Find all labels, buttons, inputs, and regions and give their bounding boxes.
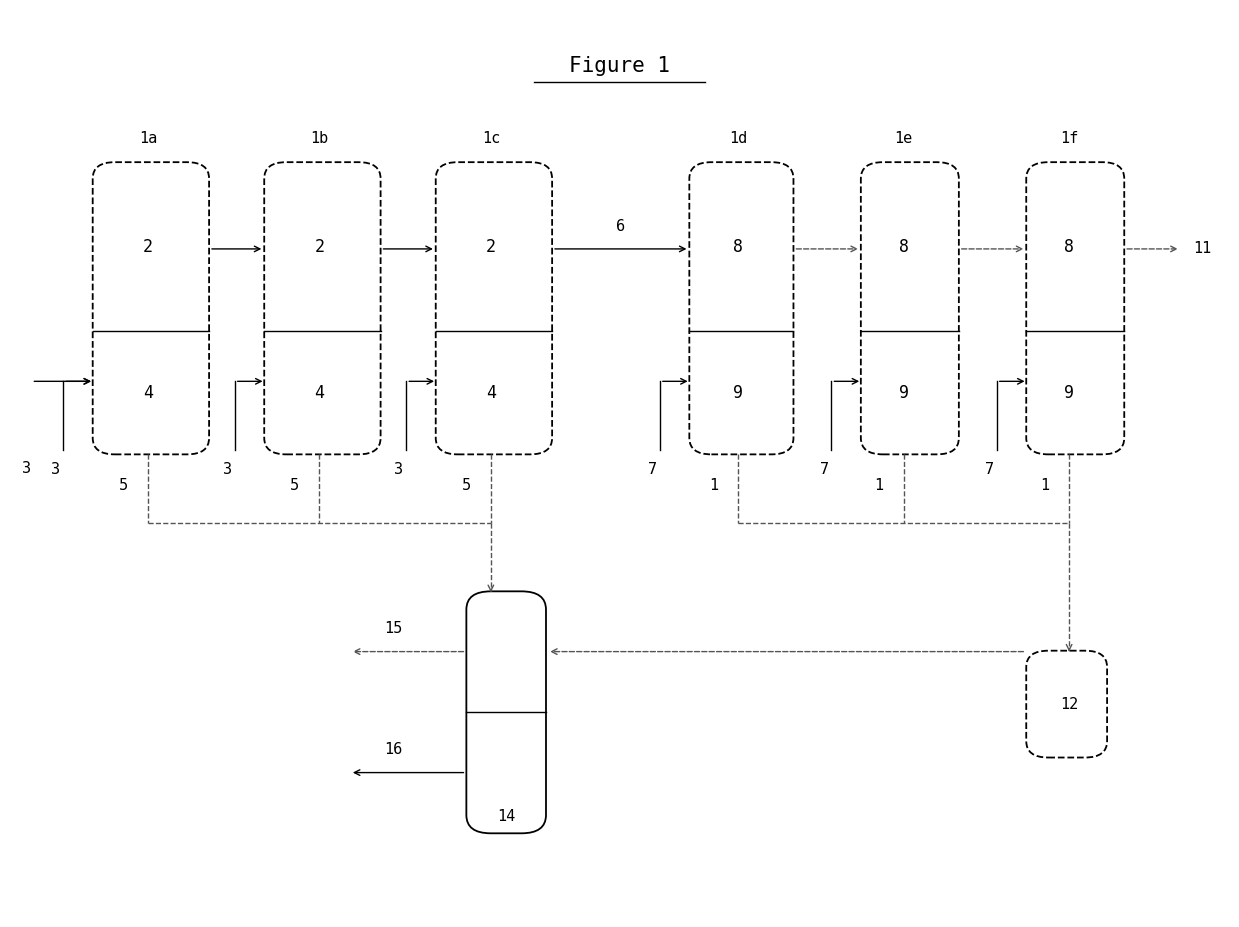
Text: 1f: 1f: [1061, 131, 1078, 146]
Text: 2: 2: [142, 237, 152, 256]
FancyBboxPatch shape: [1026, 162, 1124, 454]
Text: Figure 1: Figure 1: [569, 57, 670, 76]
Text: 2: 2: [315, 237, 325, 256]
FancyBboxPatch shape: [436, 162, 553, 454]
Text: 12: 12: [1061, 696, 1078, 712]
Text: 1e: 1e: [895, 131, 913, 146]
FancyBboxPatch shape: [264, 162, 380, 454]
Text: 9: 9: [1064, 384, 1074, 401]
Text: 7: 7: [985, 463, 994, 477]
Text: 11: 11: [1193, 240, 1211, 256]
Text: 4: 4: [486, 384, 496, 401]
Text: 6: 6: [616, 219, 626, 234]
Text: 3: 3: [223, 463, 232, 477]
Text: 1: 1: [1040, 478, 1049, 493]
FancyBboxPatch shape: [466, 591, 546, 833]
Text: 9: 9: [733, 384, 743, 401]
Text: 5: 5: [119, 478, 128, 493]
Text: 8: 8: [898, 237, 908, 256]
Text: 3: 3: [22, 462, 31, 476]
Text: 1b: 1b: [310, 131, 328, 146]
Text: 3: 3: [51, 463, 61, 477]
Text: 8: 8: [1064, 237, 1074, 256]
Text: 2: 2: [486, 237, 496, 256]
Text: 7: 7: [819, 463, 829, 477]
Text: 16: 16: [384, 743, 401, 757]
Text: 5: 5: [290, 478, 300, 493]
FancyBboxPatch shape: [93, 162, 209, 454]
Text: 3: 3: [394, 463, 404, 477]
Text: 1a: 1a: [139, 131, 157, 146]
Text: 15: 15: [384, 621, 401, 636]
Text: 1: 1: [709, 478, 719, 493]
Text: 1: 1: [875, 478, 883, 493]
FancyBboxPatch shape: [689, 162, 793, 454]
Text: 1c: 1c: [482, 131, 501, 146]
Text: 7: 7: [648, 463, 657, 477]
Text: 4: 4: [315, 384, 325, 401]
FancyBboxPatch shape: [1026, 651, 1108, 757]
Text: 8: 8: [733, 237, 743, 256]
Text: 5: 5: [462, 478, 471, 493]
FancyBboxPatch shape: [861, 162, 959, 454]
Text: 4: 4: [142, 384, 152, 401]
Text: 1d: 1d: [730, 131, 747, 146]
Text: 14: 14: [497, 809, 515, 824]
Text: 9: 9: [898, 384, 908, 401]
